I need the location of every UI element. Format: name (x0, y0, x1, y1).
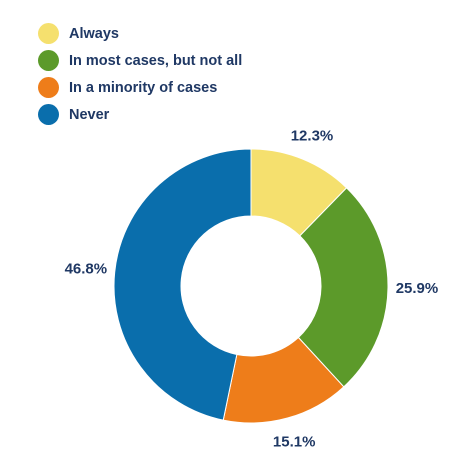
donut-slices (113, 148, 389, 424)
legend-item-most-cases: In most cases, but not all (38, 47, 242, 74)
slice-most-cases (297, 187, 389, 388)
legend-label-minority-cases: In a minority of cases (69, 79, 218, 96)
legend-swatch-most-cases (38, 50, 59, 71)
legend-item-always: Always (38, 20, 242, 47)
legend-swatch-never (38, 104, 59, 125)
legend-label-never: Never (69, 106, 110, 123)
data-labels: 12.3% 25.9% 15.1% 46.8% (65, 127, 439, 450)
legend-label-always: Always (69, 25, 119, 42)
slice-never (113, 148, 252, 421)
legend-item-minority-cases: In a minority of cases (38, 74, 242, 101)
chart-legend: Always In most cases, but not all In a min… (38, 20, 242, 128)
legend-label-most-cases: In most cases, but not all (69, 52, 243, 69)
legend-item-never: Never (38, 101, 242, 128)
data-label-never: 46.8% (65, 261, 108, 278)
data-label-most-cases: 25.9% (396, 280, 439, 297)
legend-swatch-always (38, 23, 59, 44)
data-label-minority-cases: 15.1% (273, 434, 316, 451)
data-label-always: 12.3% (291, 127, 334, 144)
legend-swatch-minority-cases (38, 77, 59, 98)
